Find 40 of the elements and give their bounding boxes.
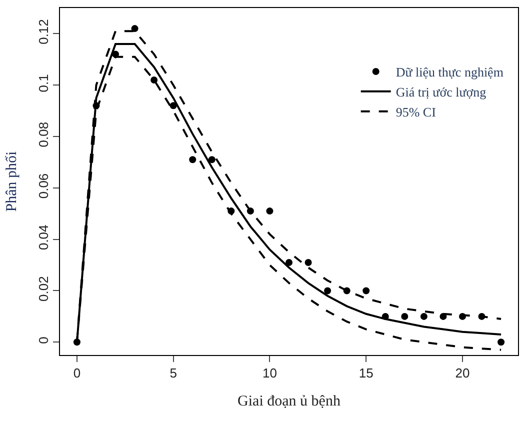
- y-axis-title: Phân phối: [4, 151, 20, 212]
- y-tick-label: 0.02: [36, 276, 51, 302]
- x-tick-label: 10: [262, 366, 277, 381]
- x-tick-label: 20: [455, 366, 470, 381]
- point: [324, 287, 332, 294]
- point: [362, 287, 370, 294]
- point: [189, 156, 196, 164]
- point: [170, 102, 177, 110]
- legend-label: Giá trị ước lượng: [396, 84, 487, 100]
- y-tick-label: 0.1: [36, 74, 51, 92]
- point: [498, 338, 505, 346]
- y-tick-label: 0.04: [36, 224, 51, 250]
- x-axis-title: Giai đoạn ủ bệnh: [238, 394, 341, 410]
- point: [304, 258, 312, 266]
- point: [478, 312, 486, 320]
- x-tick-label: 15: [358, 366, 374, 381]
- point: [286, 258, 292, 266]
- point: [458, 312, 466, 320]
- point: [150, 76, 158, 84]
- legend-label: 95% CI: [396, 104, 436, 120]
- point: [266, 208, 274, 215]
- point: [92, 102, 100, 110]
- point: [73, 338, 80, 346]
- point: [228, 208, 235, 215]
- point: [131, 25, 138, 32]
- y-tick-label: 0.12: [36, 19, 51, 44]
- y-tick-label: 0: [36, 336, 51, 344]
- x-tick-label: 5: [170, 366, 177, 381]
- y-tick-label: 0.08: [36, 122, 51, 148]
- y-tick-label: 0.06: [36, 173, 51, 199]
- point: [440, 312, 447, 320]
- point: [208, 156, 216, 164]
- point: [382, 312, 389, 320]
- point: [343, 287, 350, 294]
- x-tick-label: 0: [73, 366, 81, 381]
- point: [112, 50, 120, 58]
- point: [246, 208, 254, 215]
- legend-label: Dữ liệu thực nghiệm: [396, 64, 504, 80]
- point: [401, 312, 408, 320]
- point: [420, 312, 428, 320]
